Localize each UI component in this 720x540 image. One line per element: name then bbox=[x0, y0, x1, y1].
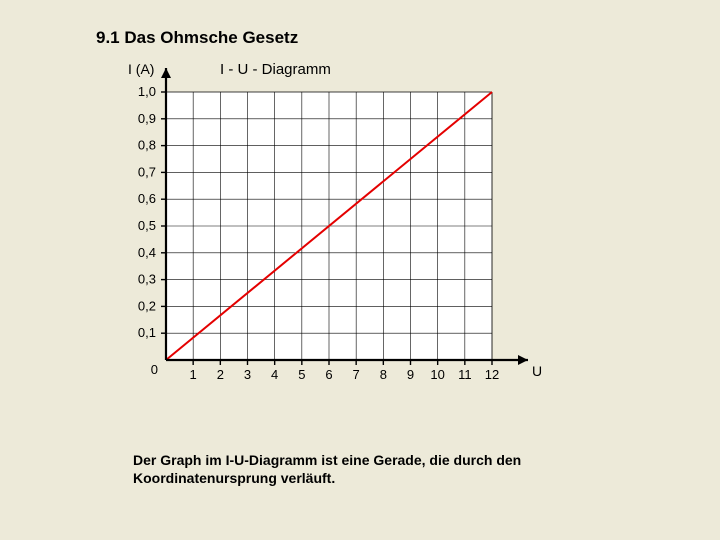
y-tick-label: 0,1 bbox=[138, 325, 156, 340]
y-tick-label: 0,3 bbox=[138, 272, 156, 287]
y-tick-label: 0,7 bbox=[138, 164, 156, 179]
x-tick-label: 10 bbox=[430, 367, 444, 382]
y-tick-label: 0,6 bbox=[138, 191, 156, 206]
chart-title: I - U - Diagramm bbox=[220, 61, 331, 78]
y-axis-arrow bbox=[161, 68, 171, 78]
x-tick-label: 6 bbox=[325, 367, 332, 382]
x-tick-label: 8 bbox=[380, 367, 387, 382]
x-tick-label: 7 bbox=[353, 367, 360, 382]
y-tick-label: 0,2 bbox=[138, 298, 156, 313]
x-tick-label: 3 bbox=[244, 367, 251, 382]
origin-label: 0 bbox=[151, 362, 158, 377]
x-tick-label: 4 bbox=[271, 367, 278, 382]
y-axis-label: I (A) bbox=[128, 61, 154, 77]
y-tick-label: 1,0 bbox=[138, 84, 156, 99]
iu-diagram: 1234567891011120,10,20,30,40,50,60,70,80… bbox=[104, 58, 544, 443]
x-tick-label: 11 bbox=[458, 367, 472, 382]
y-tick-label: 0,9 bbox=[138, 111, 156, 126]
x-tick-label: 9 bbox=[407, 367, 414, 382]
page-title: 9.1 Das Ohmsche Gesetz bbox=[96, 28, 298, 48]
x-tick-label: 1 bbox=[190, 367, 197, 382]
x-axis-arrow bbox=[518, 355, 528, 365]
y-tick-label: 0,4 bbox=[138, 245, 156, 260]
y-tick-label: 0,8 bbox=[138, 138, 156, 153]
chart-caption: Der Graph im I-U-Diagramm ist eine Gerad… bbox=[133, 452, 613, 487]
x-tick-label: 2 bbox=[217, 367, 224, 382]
y-tick-label: 0,5 bbox=[138, 218, 156, 233]
x-tick-label: 5 bbox=[298, 367, 305, 382]
x-tick-label: 12 bbox=[485, 367, 499, 382]
chart-svg: 1234567891011120,10,20,30,40,50,60,70,80… bbox=[104, 58, 544, 438]
x-axis-label: U (V) bbox=[532, 363, 544, 379]
